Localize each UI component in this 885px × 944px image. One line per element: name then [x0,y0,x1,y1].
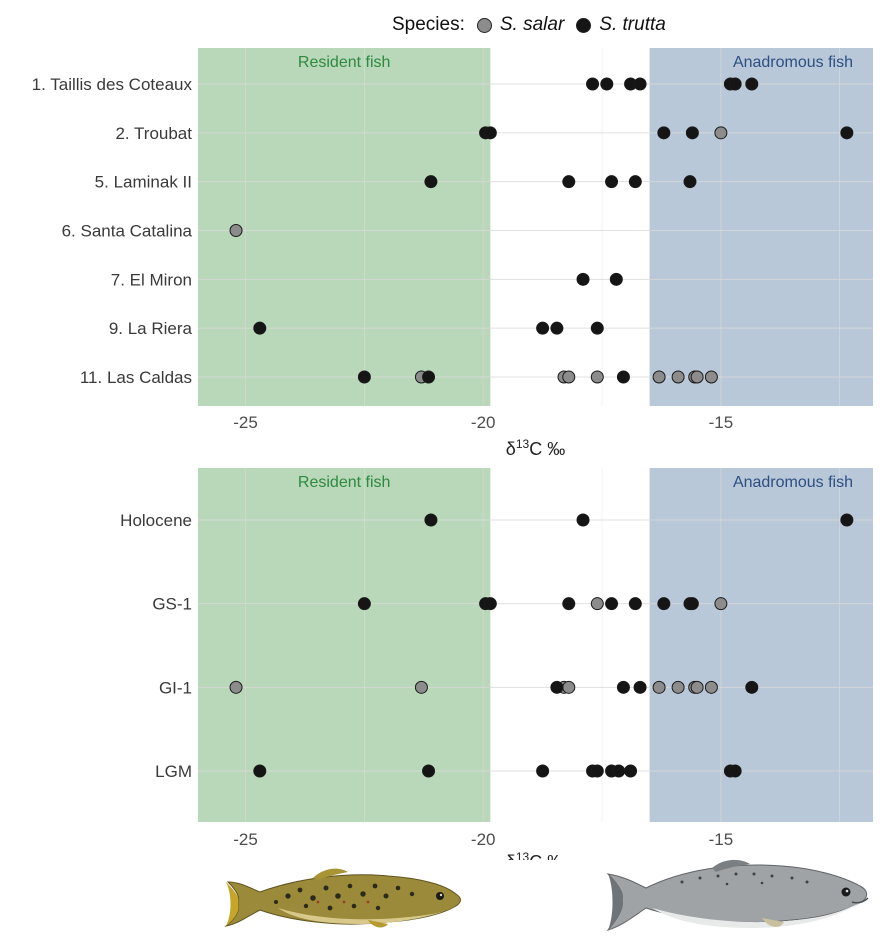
data-point-s-trutta [600,77,614,91]
data-point-s-trutta [422,370,436,384]
data-point-s-salar [652,680,666,694]
zone-label-anadromous-fish: Anadromous fish [733,54,853,71]
data-point-s-trutta [483,597,497,611]
data-point-s-trutta [562,175,576,189]
legend-title: Species: [392,14,465,35]
y-tick-label: 6. Santa Catalina [62,222,193,241]
legend-marker-s-salar [476,17,492,33]
y-tick-label: 1. Taillis des Coteaux [32,75,193,94]
atlantic-salmon-image [606,859,869,931]
y-tick-label: 5. Laminak II [95,173,192,192]
chart-canvas: Resident fish Anadromous fish 1. Taillis d… [32,48,873,860]
y-tick-label: Holocene [120,511,192,530]
data-point-s-salar [562,680,576,694]
data-point-s-trutta [612,764,626,778]
data-point-s-trutta [422,764,436,778]
data-point-s-trutta [657,597,671,611]
x-tick-label: -20 [471,830,496,849]
data-point-s-trutta [728,764,742,778]
data-point-s-trutta [616,680,630,694]
data-point-s-trutta [550,321,564,335]
data-point-s-salar [671,680,685,694]
data-point-s-trutta [605,175,619,189]
data-point-s-trutta [253,321,267,335]
data-point-s-trutta [633,77,647,91]
data-point-s-trutta [840,126,854,140]
zone-label-anadromous-fish: Anadromous fish [733,474,853,491]
data-point-s-trutta [590,764,604,778]
data-point-s-trutta [728,77,742,91]
data-point-s-trutta [628,597,642,611]
y-tick-label: 9. La Riera [109,319,193,338]
data-point-s-trutta [424,175,438,189]
data-point-s-salar [414,680,428,694]
data-point-s-trutta [657,126,671,140]
x-axis-title: δ13C ‰ [506,850,565,860]
zone-anadromous-fish [649,48,873,406]
data-point-s-salar [714,126,728,140]
data-point-s-trutta [624,764,638,778]
data-point-s-trutta [424,513,438,527]
x-tick-label: -25 [233,830,258,849]
y-tick-label: GS-1 [152,595,192,614]
data-point-s-trutta [745,77,759,91]
data-point-s-salar [229,680,243,694]
data-point-s-trutta [616,370,630,384]
zone-resident-fish [198,468,491,822]
legend: Species: S. salar S. trutta [392,14,678,36]
data-point-s-trutta [536,764,550,778]
data-point-s-trutta [683,175,697,189]
x-axis-title: δ13C ‰ [506,437,565,459]
data-point-s-trutta [253,764,267,778]
data-point-s-salar [671,370,685,384]
data-point-s-trutta [357,370,371,384]
y-tick-label: 11. Las Caldas [80,368,192,387]
data-point-s-salar [690,680,704,694]
data-point-s-salar [690,370,704,384]
y-tick-label: 7. El Miron [111,270,192,289]
x-tick-label: -20 [471,413,496,432]
data-point-s-salar [704,680,718,694]
data-point-s-trutta [576,513,590,527]
zone-anadromous-fish [649,468,873,822]
data-point-s-trutta [576,272,590,286]
data-point-s-salar [652,370,666,384]
data-point-s-trutta [685,597,699,611]
legend-marker-s-trutta [576,17,592,33]
data-point-s-trutta [562,597,576,611]
zone-label-resident-fish: Resident fish [298,474,391,491]
data-point-s-trutta [685,126,699,140]
zone-resident-fish [198,48,491,406]
data-point-s-trutta [590,321,604,335]
data-point-s-trutta [840,513,854,527]
data-point-s-salar [714,597,728,611]
data-point-s-trutta [745,680,759,694]
panel-2: Resident fish Anadromous fish Holocene GS-1… [120,468,873,860]
zone-label-resident-fish: Resident fish [298,54,391,71]
data-point-s-salar [562,370,576,384]
x-tick-label: -15 [709,413,734,432]
data-point-s-trutta [628,175,642,189]
data-point-s-trutta [536,321,550,335]
data-point-s-trutta [609,272,623,286]
data-point-s-trutta [605,597,619,611]
x-tick-label: -15 [709,830,734,849]
data-point-s-trutta [483,126,497,140]
data-point-s-salar [704,370,718,384]
y-tick-label: LGM [155,762,192,781]
data-point-s-trutta [586,77,600,91]
brown-trout-image [224,868,461,928]
data-point-s-trutta [633,680,647,694]
panel-1: Resident fish Anadromous fish 1. Taillis d… [32,48,873,459]
data-point-s-salar [590,370,604,384]
legend-label-s-salar: S. salar [499,14,565,35]
data-point-s-trutta [550,680,564,694]
legend-label-s-trutta: S. trutta [599,14,666,35]
y-tick-label: GI-1 [159,678,192,697]
data-point-s-salar [229,224,243,237]
y-tick-label: 2. Troubat [115,124,192,143]
x-tick-label: -25 [233,413,258,432]
data-point-s-trutta [357,597,371,611]
data-point-s-salar [590,597,604,611]
